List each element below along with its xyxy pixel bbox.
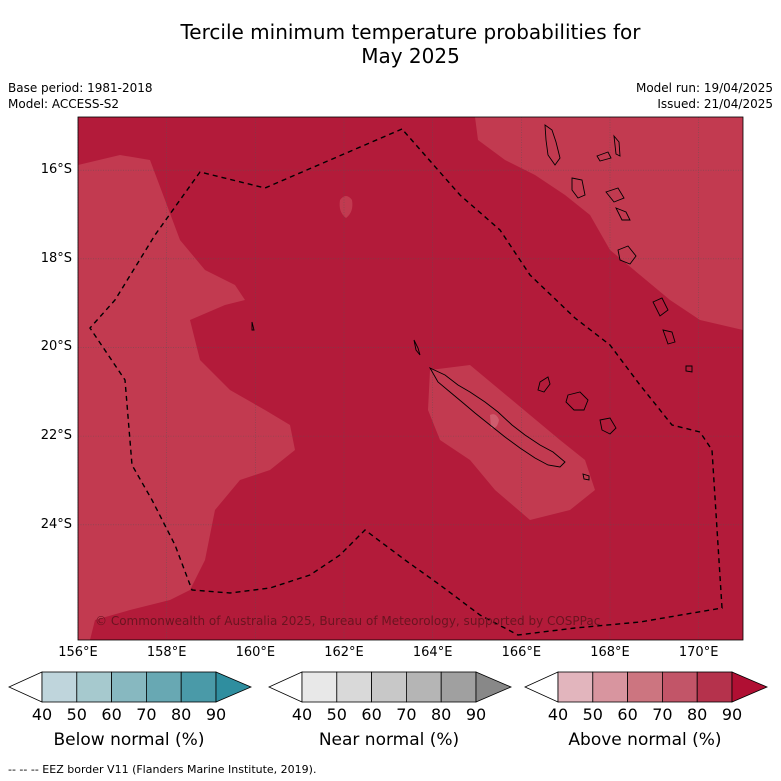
colorbar-segment [592,671,629,703]
colorbar-low-extend [524,671,559,703]
above-normal-70-80-small-patch [339,196,353,218]
colorbar-tick-label: 80 [687,705,708,724]
colorbar-tick-label: 50 [326,705,347,724]
matthew-island-coast [662,329,676,345]
lon-tick-label: 160°E [235,645,276,660]
colorbar-tick-label: 80 [431,705,452,724]
above-normal-70-80-new-caledonia [428,365,595,520]
isle-of-pines-coast [582,473,590,481]
colorbar-segment [405,671,442,703]
colorbar-segment [440,671,477,703]
eez-footer-note: -- -- -- EEZ border V11 (Flanders Marine… [8,763,317,776]
meta-right: Model run: 19/04/2025 Issued: 21/04/2025 [636,80,773,112]
chesterfield-coast [251,321,255,331]
colorbar-segment [180,671,217,703]
colorbar-tick-label: 90 [205,705,227,724]
lon-tick-label: 164°E [412,645,453,660]
lon-tick-label: 166°E [501,645,542,660]
new-caledonia-coast [428,366,566,468]
colorbar-low-extend [8,671,43,703]
aneityum-coast [652,297,669,317]
colorbar-segment [145,671,182,703]
colorbar-tick-label: 60 [617,705,638,724]
colorbar-segment [371,671,407,703]
colorbar-low-extend [268,671,303,703]
model-run: Model run: 19/04/2025 [635,81,773,95]
meta-left: Base period: 1981-2018 Model: ACCESS-S2 [8,80,153,112]
lat-tick-label: 22°S [40,428,72,444]
base-period: Base period: 1981-2018 [8,81,153,95]
lon-tick-label: 170°E [678,645,719,660]
colorbar-tick-label: 40 [31,705,53,724]
colorbar-segment [557,671,594,703]
colorbar-tick-label: 50 [66,705,87,724]
issued-date: Issued: 21/04/2025 [657,97,773,111]
colorbar-label: Above normal (%) [568,730,722,750]
colorbar-segment [76,671,113,703]
lon-tick-label: 162°E [324,645,364,660]
title-line-2: May 2025 [361,44,460,68]
colorbar-high-extend [475,671,512,703]
colorbar-segment [627,671,663,703]
map-frame [77,116,744,641]
colorbar-segment [696,671,733,703]
colorbar-segment [301,671,338,703]
colorbar-tick-label: 50 [582,705,603,724]
coastlines [251,124,693,481]
colorbar-tick-label: 90 [721,705,743,724]
lat-tick-label: 20°S [40,339,72,355]
colorbar-tick-label: 70 [652,705,673,724]
hunter-island-coast [685,365,693,373]
lat-tick-label: 24°S [40,516,72,532]
colorbar-segment [336,671,373,703]
colorbar-segment [661,671,698,703]
colorbar-tick-label: 40 [291,705,313,724]
lon-tick-label: 158°E [146,645,187,660]
espiritu-santo-coast [544,124,561,166]
lat-tick-label: 18°S [40,250,72,266]
map-title: Tercile minimum temperature probabilitie… [0,20,781,68]
colorbar-high-extend [731,671,768,703]
ambae-coast [596,151,612,162]
tanna-coast [617,245,637,265]
model-name: Model: ACCESS-S2 [8,97,120,111]
efate-coast [605,187,625,203]
colorbar-label: Near normal (%) [318,730,460,750]
colorbar-high-extend [215,671,252,703]
lon-tick-label: 168°E [590,645,630,660]
mare-coast [599,417,617,435]
colorbar-tick-label: 80 [171,705,192,724]
lifou-coast [565,391,589,411]
colorbar-label: Below normal (%) [53,730,205,750]
ouvea-coast [537,376,551,393]
lat-tick-label: 16°S [40,162,72,178]
colorbar-tick-label: 90 [465,705,487,724]
above-normal-60-70-patch [490,414,499,429]
colorbar-3 [524,671,768,703]
lon-tick-label: 156°E [58,645,98,660]
belep-islands-coast [413,339,421,356]
above-normal-70-80-southwest-patch [85,568,94,584]
colorbar-tick-label: 60 [361,705,382,724]
colorbar-2 [268,671,512,703]
pentecost-coast [613,134,621,157]
title-line-1: Tercile minimum temperature probabilitie… [180,20,641,44]
colorbar-tick-label: 60 [101,705,122,724]
colorbar-segment [41,671,78,703]
above-normal-70-80-west [78,155,295,640]
colorbar-1 [8,671,252,703]
eez-border [89,128,723,636]
colorbar-tick-label: 70 [136,705,157,724]
malekula-coast [571,177,586,199]
colorbar-segment [111,671,147,703]
copyright-notice: © Commonwealth of Australia 2025, Bureau… [95,614,601,628]
colorbar-tick-label: 70 [396,705,417,724]
erromango-coast [615,207,631,221]
probability-field [78,117,743,640]
colorbar-tick-label: 40 [547,705,569,724]
